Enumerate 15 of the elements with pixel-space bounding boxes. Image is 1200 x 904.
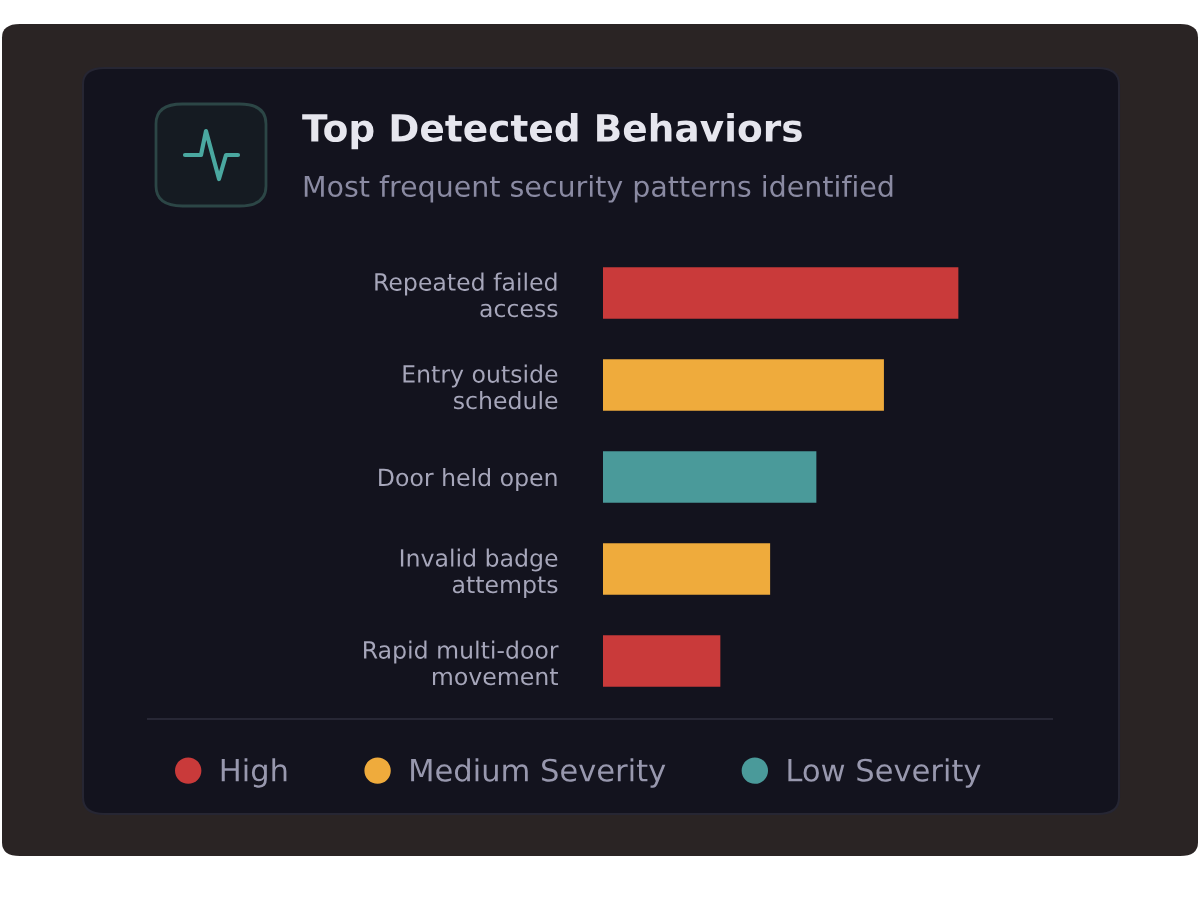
bar — [603, 451, 817, 503]
y-tick-label: Repeated failed access — [375, 272, 558, 318]
bar — [603, 267, 959, 319]
y-tick-label: Entry outside schedule — [403, 364, 558, 410]
y-tick-label: Rapid multi-door movement — [364, 640, 559, 686]
legend-label: Medium Severity — [411, 758, 666, 788]
chart-title: Top Detected Behaviors — [302, 113, 802, 150]
y-tick-label: Invalid badge attempts — [400, 548, 558, 598]
bar — [603, 359, 884, 411]
legend-label: Low Severity — [788, 758, 981, 788]
bar — [603, 635, 721, 687]
bar — [603, 543, 771, 595]
chart-subtitle: Most frequent security patterns identified — [304, 175, 893, 203]
legend-label: High — [221, 758, 287, 788]
y-tick-label: Door held open — [379, 468, 557, 491]
